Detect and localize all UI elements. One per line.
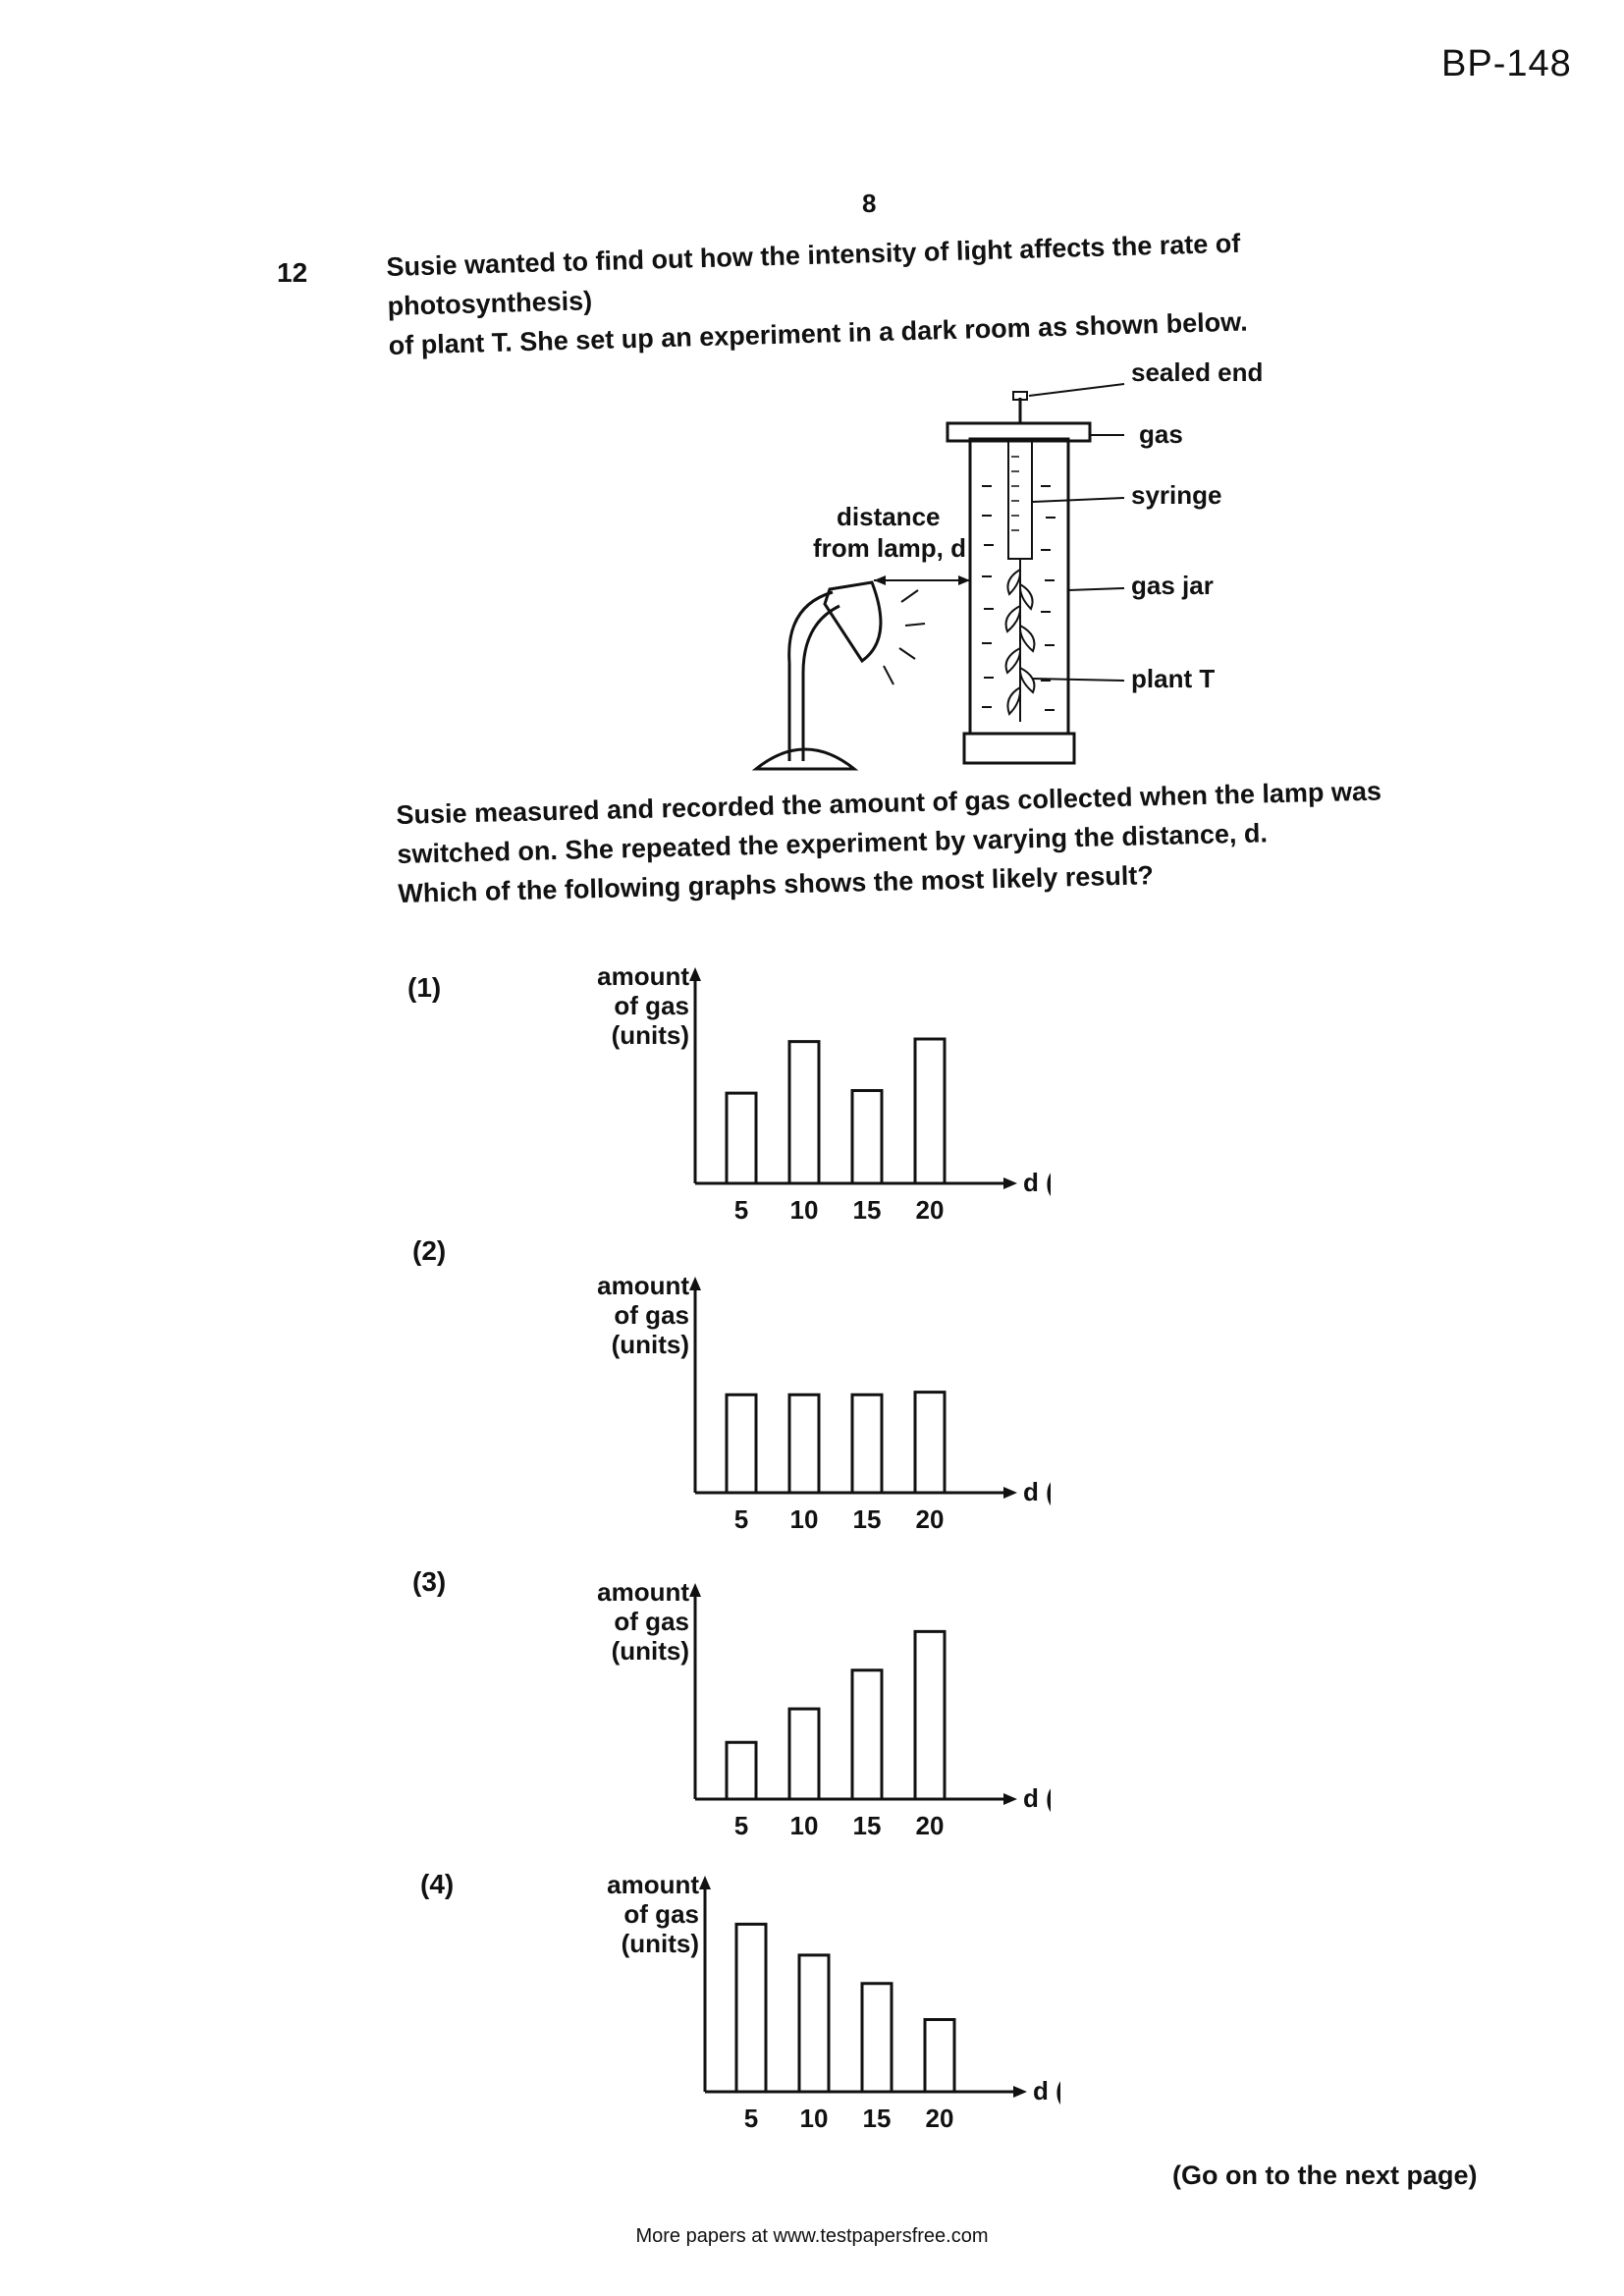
y-label-units: (units) xyxy=(621,1929,699,1958)
x-axis-arrow xyxy=(1003,1177,1017,1189)
x-axis-label: d (cm) xyxy=(1023,1783,1051,1813)
x-tick-label: 5 xyxy=(734,1504,748,1534)
bar xyxy=(860,1982,893,2094)
paper-code: BP-148 xyxy=(1441,43,1572,84)
y-axis-arrow xyxy=(689,967,701,981)
bar xyxy=(725,1091,758,1185)
y-axis-arrow xyxy=(699,1876,711,1889)
bar-chart-3: d (cm) 5 10 15 20 xyxy=(689,1583,1051,1840)
syringe xyxy=(1007,440,1033,560)
x-tick-label: 20 xyxy=(916,1504,945,1534)
page-number: 8 xyxy=(862,189,877,218)
x-tick-label: 10 xyxy=(790,1504,819,1534)
question-followup: Susie measured and recorded the amount o… xyxy=(396,771,1400,913)
x-tick-label: 20 xyxy=(916,1195,945,1225)
bar xyxy=(850,1393,884,1495)
label-plant: plant T xyxy=(1131,664,1215,693)
x-tick-label: 5 xyxy=(734,1195,748,1225)
y-label-units: (units) xyxy=(611,1636,689,1666)
y-axis-arrow xyxy=(689,1277,701,1290)
bar xyxy=(725,1740,758,1801)
option-label-2[interactable]: (2) xyxy=(412,1235,447,1266)
y-label: amount of gas xyxy=(597,1577,689,1636)
y-label-units: (units) xyxy=(611,1020,689,1050)
bar xyxy=(850,1089,884,1185)
option-label-3[interactable]: (3) xyxy=(412,1566,447,1597)
bar xyxy=(913,1629,947,1801)
graph-1: amount of gas(units) d (cm) 5 10 15 20 xyxy=(579,957,1051,1242)
bar xyxy=(923,2018,956,2094)
question-stem: Susie wanted to find out how the intensi… xyxy=(386,218,1449,365)
y-label: amount of gas xyxy=(597,1271,689,1330)
bar xyxy=(787,1040,821,1185)
label-gas: gas xyxy=(1139,419,1183,449)
lamp-shade xyxy=(823,580,883,664)
x-tick-label: 5 xyxy=(744,2104,758,2133)
x-tick-label: 10 xyxy=(790,1811,819,1840)
x-axis-arrow xyxy=(1003,1487,1017,1499)
x-tick-label: 20 xyxy=(926,2104,954,2133)
x-tick-label: 15 xyxy=(853,1195,882,1225)
graph-4: amount of gas(units) d (cm) 5 10 15 20 xyxy=(589,1866,1060,2151)
lamp-base xyxy=(751,747,859,771)
bar-chart-4: d (cm) 5 10 15 20 xyxy=(699,1876,1060,2133)
x-axis-label: d (cm) xyxy=(1023,1477,1051,1506)
x-axis-arrow xyxy=(1003,1793,1017,1805)
x-tick-label: 10 xyxy=(800,2104,829,2133)
y-axis-arrow xyxy=(689,1583,701,1597)
question-number: 12 xyxy=(277,257,308,288)
bar xyxy=(787,1393,821,1495)
y-label: amount of gas xyxy=(607,1870,699,1929)
bar xyxy=(850,1668,884,1801)
label-distance-from-lamp: from lamp, d xyxy=(813,533,966,563)
x-tick-label: 5 xyxy=(734,1811,748,1840)
bar xyxy=(797,1953,831,2094)
footer-source: More papers at www.testpapersfree.com xyxy=(635,2225,989,2247)
graph-2: amount of gas(units) d (cm) 5 10 15 20 xyxy=(579,1267,1051,1552)
x-axis-label: d (cm) xyxy=(1033,2076,1060,2105)
label-syringe: syringe xyxy=(1131,480,1222,510)
x-tick-label: 20 xyxy=(916,1811,945,1840)
x-axis-label: d (cm) xyxy=(1023,1168,1051,1197)
bar xyxy=(913,1391,947,1495)
x-tick-label: 10 xyxy=(790,1195,819,1225)
experiment-diagram: sealed end gas syringe gas jar plant T d… xyxy=(751,357,1263,771)
go-on-notice: (Go on to the next page) xyxy=(1172,2160,1478,2190)
label-distance: distance xyxy=(837,502,941,531)
bar xyxy=(787,1707,821,1801)
bar-chart-1: d (cm) 5 10 15 20 xyxy=(689,967,1051,1225)
label-sealed-end: sealed end xyxy=(1131,357,1263,387)
y-label-units: (units) xyxy=(611,1330,689,1359)
bar xyxy=(913,1037,947,1185)
bar-chart-2: d (cm) 5 10 15 20 xyxy=(689,1277,1051,1534)
bar xyxy=(725,1393,758,1495)
x-tick-label: 15 xyxy=(853,1811,882,1840)
bar xyxy=(734,1922,768,2094)
option-label-1[interactable]: (1) xyxy=(407,972,442,1003)
y-label: amount of gas xyxy=(597,961,689,1020)
x-tick-label: 15 xyxy=(863,2104,892,2133)
graph-3: amount of gas(units) d (cm) 5 10 15 20 xyxy=(579,1573,1051,1858)
option-label-4[interactable]: (4) xyxy=(420,1869,455,1899)
x-tick-label: 15 xyxy=(853,1504,882,1534)
label-gas-jar: gas jar xyxy=(1131,571,1214,600)
x-axis-arrow xyxy=(1013,2086,1027,2098)
